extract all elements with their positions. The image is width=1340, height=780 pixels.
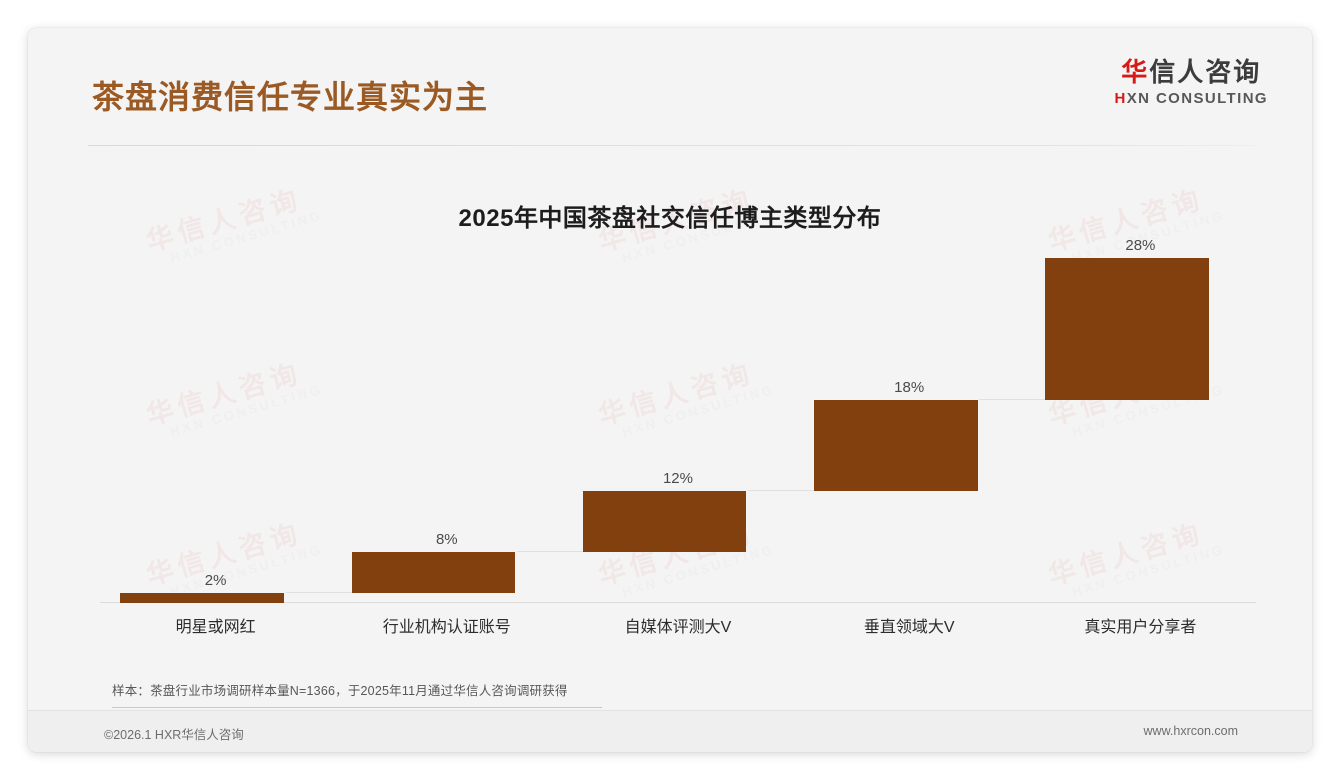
- logo-en-accent-char: H: [1114, 89, 1127, 107]
- category-label-4: 垂直领域大V: [863, 619, 955, 636]
- waterfall-connector: [285, 591, 354, 593]
- waterfall-chart-plot: 2% 8% 12% 18% 28%: [100, 237, 1256, 603]
- bar-value-label: 12%: [662, 470, 693, 488]
- bar-slot: 8%: [331, 258, 562, 603]
- slide-card: 华信人咨询 HXN CONSULTING 华信人咨询 HXN CONSULTIN…: [28, 28, 1312, 752]
- bar-value-label: 8%: [435, 531, 458, 549]
- category-label-2: 行业机构认证账号: [382, 619, 511, 636]
- chart-title: 2025年中国茶盘社交信任博主类型分布: [458, 205, 882, 232]
- bar-5[interactable]: [1045, 258, 1209, 401]
- category-label-5: 真实用户分享者: [1084, 619, 1197, 636]
- bar-slot: 18%: [794, 258, 1025, 603]
- page-title: 茶盘消费信任专业真实为主: [92, 79, 489, 115]
- bar-3[interactable]: [582, 491, 747, 553]
- copyright-text: ©2026.1 HXR华信人咨询: [104, 728, 244, 742]
- logo-en-rest-chars: XN CONSULTING: [1126, 89, 1268, 107]
- logo-english-text: HXN CONSULTING: [1115, 90, 1269, 107]
- logo-rest-chars: 信人咨询: [1149, 57, 1262, 87]
- bar-1[interactable]: [120, 592, 285, 603]
- chart-area: 2025年中国茶盘社交信任博主类型分布 2% 8% 12% 18% 28% 明星或网红 行…: [28, 158, 1312, 668]
- chart-baseline: [100, 602, 1256, 603]
- source-footnote: 样本：茶盘行业市场调研样本量N=1366，于2025年11月通过华信人咨询调研获…: [112, 684, 568, 698]
- category-label-3: 自媒体评测大V: [624, 619, 732, 636]
- slide-header: 茶盘消费信任专业真实为主 华信人咨询 HXN CONSULTING: [28, 28, 1312, 128]
- waterfall-connector: [748, 490, 816, 492]
- bar-slot: 2%: [100, 258, 331, 603]
- bar-value-label: 28%: [1125, 237, 1156, 254]
- slide-footer: ©2026.1 HXR华信人咨询 www.hxrcon.com: [28, 710, 1312, 752]
- website-text: www.hxrcon.com: [1143, 724, 1238, 738]
- bar-slot: 28%: [1025, 237, 1256, 603]
- waterfall-connector: [979, 399, 1047, 401]
- logo-accent-char: 华: [1121, 57, 1150, 87]
- bar-2[interactable]: [351, 552, 516, 593]
- waterfall-connector: [517, 551, 585, 553]
- logo-chinese-text: 华信人咨询: [1115, 57, 1269, 88]
- footnote-divider: [112, 707, 602, 708]
- header-divider: [88, 145, 1254, 146]
- bar-value-label: 2%: [204, 571, 227, 589]
- category-label-1: 明星或网红: [175, 619, 256, 636]
- company-logo: 华信人咨询 HXN CONSULTING: [1115, 57, 1269, 107]
- bar-value-label: 18%: [894, 379, 925, 397]
- bar-slot: 12%: [562, 258, 793, 603]
- bar-4[interactable]: [813, 400, 978, 492]
- category-axis: 明星或网红 行业机构认证账号 自媒体评测大V 垂直领域大V 真实用户分享者: [100, 613, 1256, 643]
